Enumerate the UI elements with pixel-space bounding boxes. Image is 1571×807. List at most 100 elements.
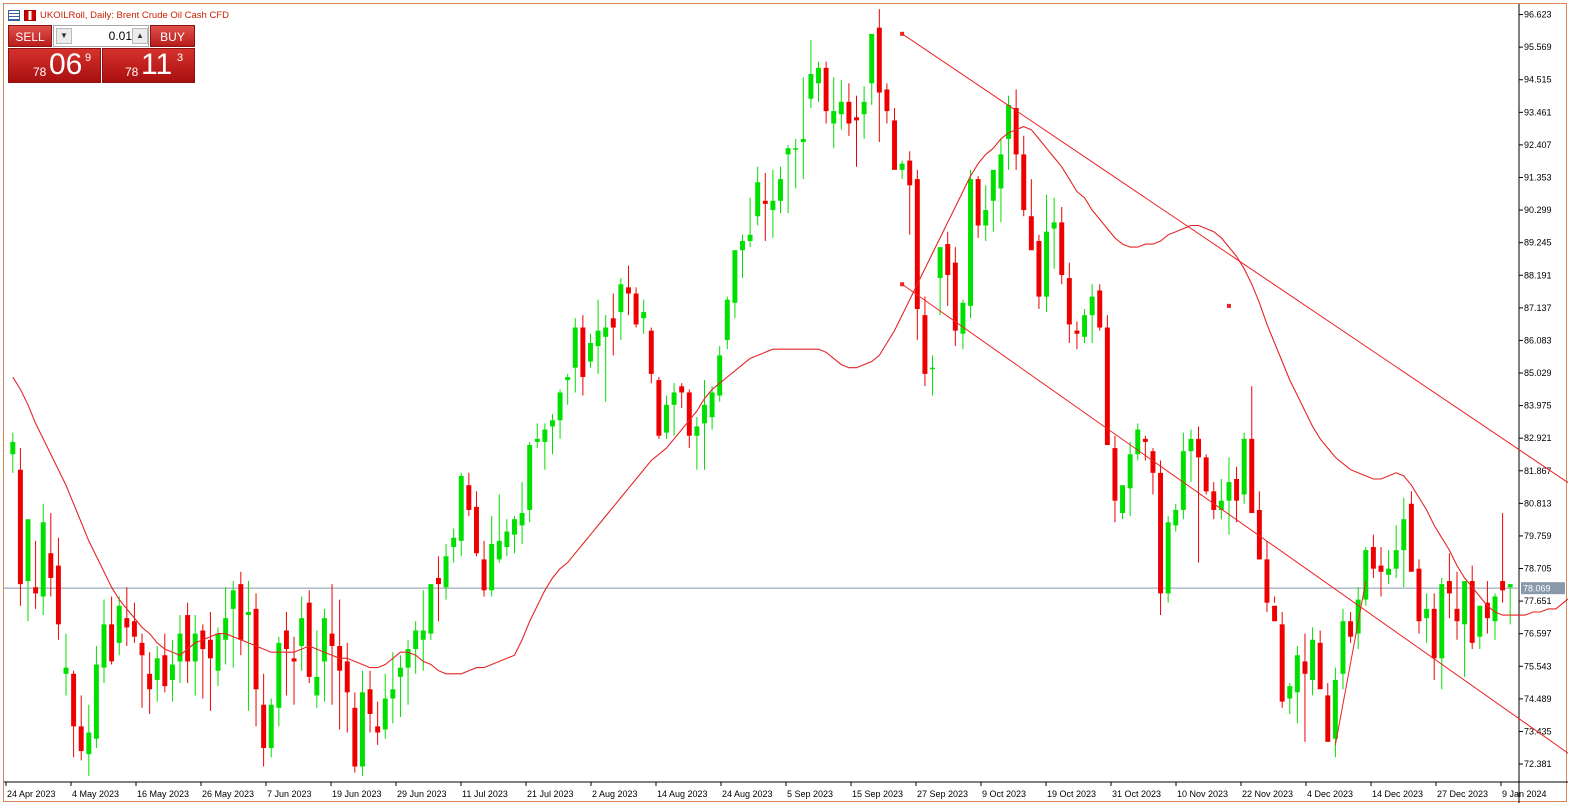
- x-tick-label: 4 May 2023: [72, 789, 119, 799]
- candle-body: [207, 639, 213, 659]
- sell-button[interactable]: SELL: [8, 25, 52, 47]
- price-chart[interactable]: 96.623 95.569 94.515 93.461 92.407 91.353 90.2…: [4, 4, 1568, 803]
- channel-upper-line: [901, 33, 1568, 484]
- candle-body: [253, 608, 259, 690]
- lot-increase-icon[interactable]: ▲: [132, 28, 148, 44]
- candle-body: [1127, 454, 1133, 489]
- candle-body: [565, 376, 571, 381]
- candle-body: [33, 587, 39, 594]
- buy-button[interactable]: BUY: [150, 25, 195, 47]
- symbol-list-icon[interactable]: [8, 9, 20, 21]
- candle-body: [1203, 457, 1209, 492]
- candle-body: [1477, 605, 1483, 637]
- candle-body: [1028, 216, 1034, 251]
- candle-body: [1165, 522, 1171, 594]
- candle-body: [466, 485, 472, 510]
- sell-price[interactable]: 78 06 9: [8, 48, 101, 83]
- candle-body: [664, 404, 669, 433]
- y-tick-label: 96.623: [1524, 10, 1552, 20]
- candle-body: [359, 692, 365, 767]
- candle-body: [694, 426, 700, 436]
- candle-body: [428, 584, 434, 634]
- candle-body: [1021, 154, 1027, 211]
- lot-decrease-icon[interactable]: ▼: [56, 28, 72, 44]
- candle-body: [823, 67, 829, 112]
- candle-body: [1006, 104, 1012, 139]
- candle-body: [124, 618, 130, 628]
- x-tick-label: 10 Nov 2023: [1177, 789, 1228, 799]
- candle-body: [116, 605, 122, 643]
- candle-body: [770, 200, 776, 211]
- candle-body: [1310, 639, 1316, 680]
- x-tick-label: 19 Oct 2023: [1047, 789, 1096, 799]
- candle-body: [17, 469, 23, 585]
- lot-size-input[interactable]: [74, 28, 134, 44]
- channel-lower-line: [901, 283, 1568, 754]
- candle-body: [1401, 519, 1407, 551]
- buy-price[interactable]: 78 11 3: [102, 48, 195, 83]
- candle-body: [458, 475, 464, 541]
- candle-body: [1097, 290, 1103, 328]
- candle-body: [1325, 695, 1331, 742]
- y-tick-label: 79.759: [1524, 531, 1552, 541]
- candle-body: [922, 315, 928, 374]
- candle-body: [268, 704, 274, 748]
- candle-body: [10, 441, 16, 455]
- sell-price-sup: 9: [85, 52, 92, 64]
- candle-body: [473, 506, 479, 554]
- candle-body: [223, 618, 229, 640]
- x-tick-label: 4 Dec 2023: [1307, 789, 1353, 799]
- candle-body: [185, 615, 191, 662]
- candle-body: [1363, 550, 1369, 600]
- candle-body: [937, 247, 943, 279]
- candle-body: [1196, 438, 1202, 458]
- candle-body: [740, 240, 745, 251]
- y-tick-label: 88.191: [1524, 270, 1552, 280]
- candle-body: [367, 689, 373, 714]
- candle-body: [975, 179, 981, 226]
- candle-body: [1013, 108, 1019, 155]
- candle-body: [215, 633, 221, 671]
- y-tick-label: 90.299: [1524, 205, 1552, 215]
- candle-body: [1507, 584, 1513, 588]
- candle-body: [603, 327, 609, 337]
- candle-body: [1256, 509, 1262, 560]
- candle-body: [1469, 581, 1475, 643]
- candle-body: [299, 618, 305, 646]
- candle-body: [519, 513, 525, 526]
- candle-body: [1416, 568, 1422, 622]
- candle-body: [78, 726, 84, 752]
- candle-body: [1340, 621, 1346, 674]
- candle-body: [838, 101, 844, 115]
- x-tick-label: 15 Sep 2023: [852, 789, 903, 799]
- candle-body: [945, 244, 951, 275]
- y-tick-label: 92.407: [1524, 140, 1552, 150]
- x-tick-label: 27 Sep 2023: [917, 789, 968, 799]
- candle-body: [283, 630, 289, 650]
- candle-body: [443, 556, 449, 588]
- candle-body: [169, 664, 175, 680]
- candle-body: [63, 667, 69, 674]
- candle-body: [1393, 550, 1399, 569]
- candle-body: [451, 537, 457, 548]
- candle-body: [960, 302, 966, 334]
- candle-body: [793, 148, 799, 150]
- candle-body: [329, 633, 335, 646]
- candle-body: [1492, 596, 1498, 622]
- candle-body: [397, 667, 403, 677]
- candle-body: [352, 707, 358, 767]
- y-tick-label: 81.867: [1524, 466, 1552, 476]
- candle-body: [1218, 500, 1224, 510]
- candle-body: [413, 630, 419, 650]
- candle-body: [139, 642, 145, 656]
- one-click-trading-panel: SELL ▼ ▲ BUY 78 06 9 78 11 3: [8, 25, 195, 83]
- candle-body: [55, 565, 61, 625]
- candle-body: [831, 111, 837, 124]
- candle-body: [1302, 661, 1308, 674]
- candle-body: [177, 633, 183, 662]
- candle-body: [86, 732, 92, 755]
- candle-body: [382, 698, 388, 730]
- y-tick-label: 86.083: [1524, 335, 1552, 345]
- candle-body: [1439, 584, 1445, 659]
- candle-body: [869, 33, 875, 84]
